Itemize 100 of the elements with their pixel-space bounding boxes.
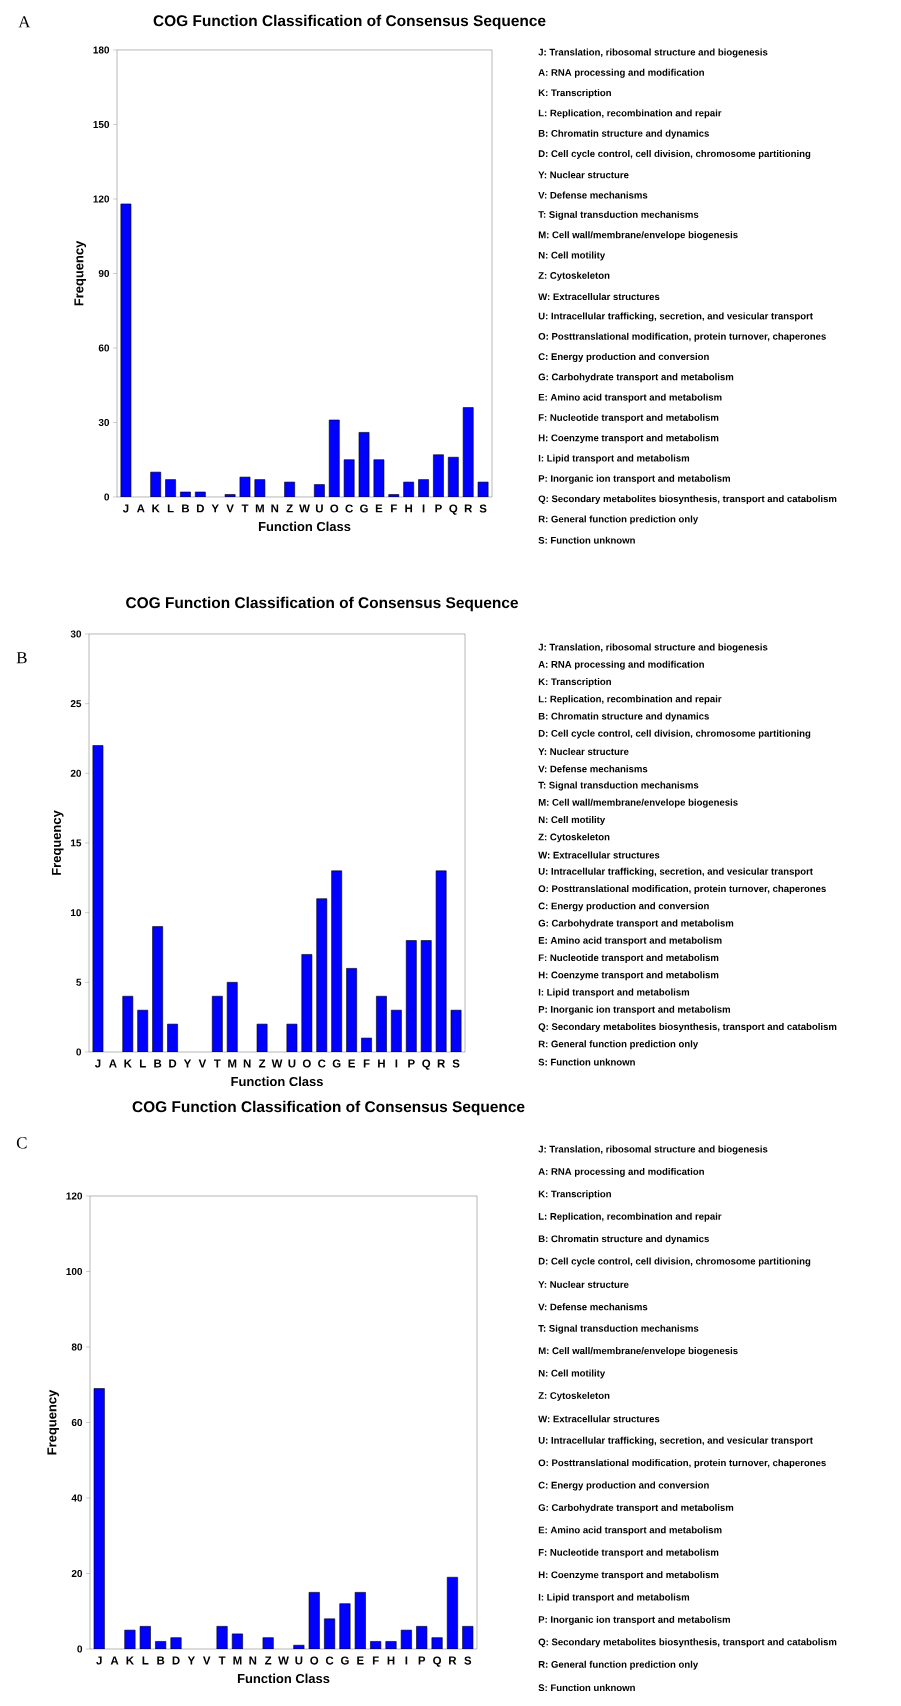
x-tick-label: L <box>167 504 174 513</box>
bar <box>400 1629 412 1649</box>
text: B: Chromatin structure and dynamics <box>538 1235 709 1245</box>
bar <box>137 1009 149 1052</box>
bar <box>155 1641 167 1649</box>
text: J: Translation, ribosomal structure and biogenesis <box>538 643 768 653</box>
text: C <box>16 1137 27 1149</box>
text: E: Amino acid transport and metabolism <box>538 393 722 403</box>
bar <box>354 1592 366 1649</box>
x-tick-label: A <box>109 1059 117 1068</box>
bar <box>373 459 385 497</box>
text: H: Coenzyme transport and metabolism <box>538 971 719 981</box>
y-axis-title: Frequency <box>47 1389 60 1455</box>
x-tick-label: J <box>96 1656 102 1665</box>
text: I: Lipid transport and metabolism <box>538 454 690 464</box>
text: C: Energy production and conversion <box>538 353 709 362</box>
y-tick-label: 90 <box>98 269 110 277</box>
x-tick-label: D <box>169 1059 177 1068</box>
x-tick-label: M <box>255 504 264 513</box>
y-tick-label: 0 <box>104 493 110 501</box>
bar <box>170 1637 182 1649</box>
text: U: Intracellular trafficking, secretion, and vesicular transport <box>538 312 813 322</box>
text: G: Carbohydrate transport and metabolism <box>538 919 734 929</box>
x-tick-label: K <box>152 504 160 513</box>
x-tick-label: V <box>198 1059 207 1068</box>
text: D: Cell cycle control, cell division, chromosome partitioning <box>538 729 811 739</box>
bar <box>293 1644 305 1649</box>
bar <box>93 1388 105 1649</box>
x-tick-label: W <box>271 1059 283 1068</box>
text: F: Nucleotide transport and metabolism <box>538 954 719 963</box>
text: D: Cell cycle control, cell division, chromosome partitioning <box>538 150 811 159</box>
bar <box>316 898 328 1052</box>
bar <box>308 1592 320 1649</box>
x-tick-label: Z <box>264 1656 272 1665</box>
chart-title: COG Function Classification of Consensus Sequence <box>153 14 546 30</box>
bar <box>343 459 355 497</box>
x-tick-label: B <box>154 1059 162 1068</box>
text: G: Carbohydrate transport and metabolism <box>538 373 734 383</box>
bar <box>150 471 162 497</box>
x-tick-label: N <box>243 1059 251 1068</box>
text: S: Function unknown <box>538 536 635 544</box>
text: M: Cell wall/membrane/envelope biogenesis <box>538 798 738 808</box>
bar <box>339 1603 351 1649</box>
x-tick-label: H <box>378 1059 385 1068</box>
text: R: General function prediction only <box>538 1040 699 1050</box>
x-tick-label: R <box>437 1059 446 1068</box>
bar <box>376 995 387 1052</box>
bar <box>284 481 295 497</box>
x-tick-label: S <box>464 1656 472 1665</box>
y-tick-label: 80 <box>71 1343 83 1351</box>
y-axis-title: Frequency <box>51 810 64 875</box>
bar <box>388 494 400 497</box>
text: A: RNA processing and modification <box>538 660 704 670</box>
x-tick-label: O <box>310 1656 319 1665</box>
x-tick-label: K <box>124 1059 132 1068</box>
text: I: Lipid transport and metabolism <box>538 1593 690 1603</box>
text: T: Signal transduction mechanisms <box>538 210 699 220</box>
x-tick-label: Y <box>187 1656 195 1665</box>
x-tick-label: T <box>213 1059 221 1068</box>
text: Z: Cytoskeleton <box>538 271 610 281</box>
text: P: Inorganic ion transport and metabolism <box>538 474 730 484</box>
bar <box>231 1633 243 1649</box>
text: Y: Nuclear structure <box>538 747 629 755</box>
text: A <box>18 16 31 28</box>
bar <box>122 995 134 1052</box>
bar <box>328 419 340 497</box>
bar <box>370 1641 382 1649</box>
y-tick-label: 0 <box>76 1048 82 1056</box>
text: O: Posttranslational modification, protein turnover, chaperones <box>538 1459 826 1469</box>
x-tick-label: J <box>122 504 129 513</box>
bar <box>405 940 417 1052</box>
bar <box>256 1023 268 1052</box>
text: L: Replication, recombination and repair <box>538 109 722 119</box>
y-tick-label: 30 <box>98 418 110 426</box>
x-tick-label: Z <box>286 504 293 513</box>
x-tick-label: U <box>315 504 323 513</box>
bar <box>420 940 432 1052</box>
bar <box>324 1618 336 1649</box>
x-tick-label: F <box>363 1059 370 1068</box>
x-tick-label: C <box>318 1059 326 1068</box>
x-tick-label: Q <box>449 504 458 515</box>
x-tick-label: C <box>345 504 353 513</box>
x-tick-label: Q <box>433 1656 442 1667</box>
x-tick-label: S <box>452 1059 460 1068</box>
text: L: Replication, recombination and repair <box>538 1212 722 1222</box>
x-tick-label: W <box>299 504 310 513</box>
text: Y: Nuclear structure <box>538 171 629 179</box>
x-axis-title: Function Class <box>258 521 351 532</box>
text: Z: Cytoskeleton <box>538 833 610 843</box>
text: V: Defense mechanisms <box>538 1303 648 1311</box>
text: A: RNA processing and modification <box>538 1167 704 1177</box>
bar <box>314 484 325 497</box>
text: N: Cell motility <box>538 816 606 825</box>
text: P: Inorganic ion transport and metabolism <box>538 1005 730 1015</box>
bar <box>418 479 429 497</box>
text: B: Chromatin structure and dynamics <box>538 712 709 722</box>
x-tick-label: T <box>218 1656 226 1665</box>
bar <box>403 481 415 497</box>
text: C: Energy production and conversion <box>538 1481 709 1491</box>
text: C: Energy production and conversion <box>538 902 709 912</box>
